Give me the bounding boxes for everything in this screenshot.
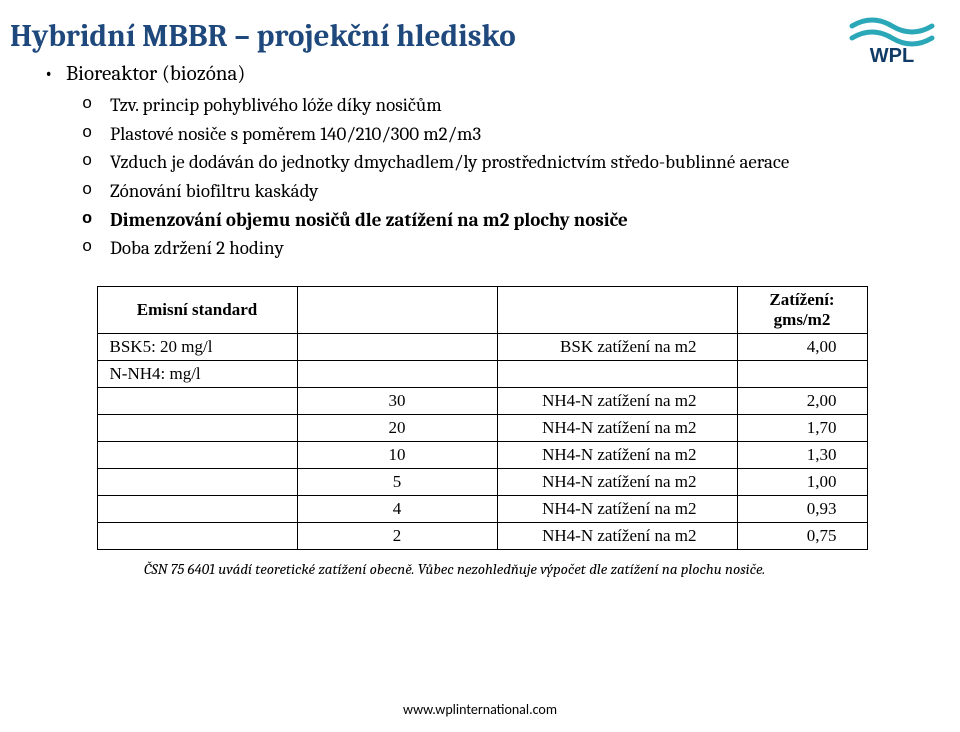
table-row: 2 NH4-N zatížení na m2 0,75 <box>97 523 867 550</box>
table-row: BSK5: 20 mg/l BSK zatížení na m2 4,00 <box>97 334 867 361</box>
cell <box>97 496 297 523</box>
sub-item: Vzduch je dodáván do jednotky dmychadlem… <box>82 150 920 176</box>
sub-item: Plastové nosiče s poměrem 140/210/300 m2… <box>82 122 920 148</box>
cell <box>737 361 867 388</box>
sub-item: Zónování biofiltru kaskády <box>82 179 920 205</box>
footer-link: www.wplinternational.com <box>0 701 960 718</box>
cell: 1,30 <box>737 442 867 469</box>
table-row: 4 NH4-N zatížení na m2 0,93 <box>97 496 867 523</box>
sub-item: Tzv. princip pohyblivého lóže díky nosič… <box>82 93 920 119</box>
content-body: • Bioreaktor (biozóna) Tzv. princip pohy… <box>0 62 960 578</box>
table-row: N-NH4: mg/l <box>97 361 867 388</box>
cell: 1,00 <box>737 469 867 496</box>
sub-item: Doba zdržení 2 hodiny <box>82 236 920 262</box>
table-header-row: Emisní standard Zatížení: gms/m2 <box>97 287 867 334</box>
cell <box>97 415 297 442</box>
cell: 30 <box>297 388 497 415</box>
cell: NH4-N zatížení na m2 <box>497 442 737 469</box>
cell: NH4-N zatížení na m2 <box>497 415 737 442</box>
cell <box>97 442 297 469</box>
table-row: 30 NH4-N zatížení na m2 2,00 <box>97 388 867 415</box>
cell: 4,00 <box>737 334 867 361</box>
cell: N-NH4: mg/l <box>97 361 297 388</box>
cell: 0,93 <box>737 496 867 523</box>
sub-bullet-list: Tzv. princip pohyblivého lóže díky nosič… <box>44 93 920 262</box>
cell <box>97 523 297 550</box>
cell: NH4-N zatížení na m2 <box>497 469 737 496</box>
table-row: 20 NH4-N zatížení na m2 1,70 <box>97 415 867 442</box>
bullet-label: Bioreaktor (biozóna) <box>66 62 245 87</box>
page-title: Hybridní MBBR – projekční hledisko <box>0 0 960 62</box>
cell: 1,70 <box>737 415 867 442</box>
th-blank2 <box>497 287 737 334</box>
logo: WPL <box>846 12 938 70</box>
th-loading: Zatížení: gms/m2 <box>737 287 867 334</box>
cell: 2 <box>297 523 497 550</box>
loading-table: Emisní standard Zatížení: gms/m2 BSK5: 2… <box>97 286 868 550</box>
cell: 20 <box>297 415 497 442</box>
cell <box>97 388 297 415</box>
cell: 4 <box>297 496 497 523</box>
cell <box>297 361 497 388</box>
sub-item-bold: Dimenzování objemu nosičů dle zatížení n… <box>82 208 920 234</box>
bullet-marker: • <box>44 62 66 87</box>
cell: NH4-N zatížení na m2 <box>497 523 737 550</box>
cell: NH4-N zatížení na m2 <box>497 496 737 523</box>
cell <box>97 469 297 496</box>
cell <box>297 334 497 361</box>
cell: BSK5: 20 mg/l <box>97 334 297 361</box>
cell: 10 <box>297 442 497 469</box>
footnote: ČSN 75 6401 uvádí teoretické zatížení ob… <box>44 560 920 578</box>
cell: 2,00 <box>737 388 867 415</box>
cell: BSK zatížení na m2 <box>497 334 737 361</box>
cell: 0,75 <box>737 523 867 550</box>
cell: 5 <box>297 469 497 496</box>
th-blank1 <box>297 287 497 334</box>
logo-text: WPL <box>870 45 914 66</box>
bullet-bioreaktor: • Bioreaktor (biozóna) <box>44 62 920 87</box>
table-row: 5 NH4-N zatížení na m2 1,00 <box>97 469 867 496</box>
cell <box>497 361 737 388</box>
th-standard: Emisní standard <box>97 287 297 334</box>
table-row: 10 NH4-N zatížení na m2 1,30 <box>97 442 867 469</box>
cell: NH4-N zatížení na m2 <box>497 388 737 415</box>
